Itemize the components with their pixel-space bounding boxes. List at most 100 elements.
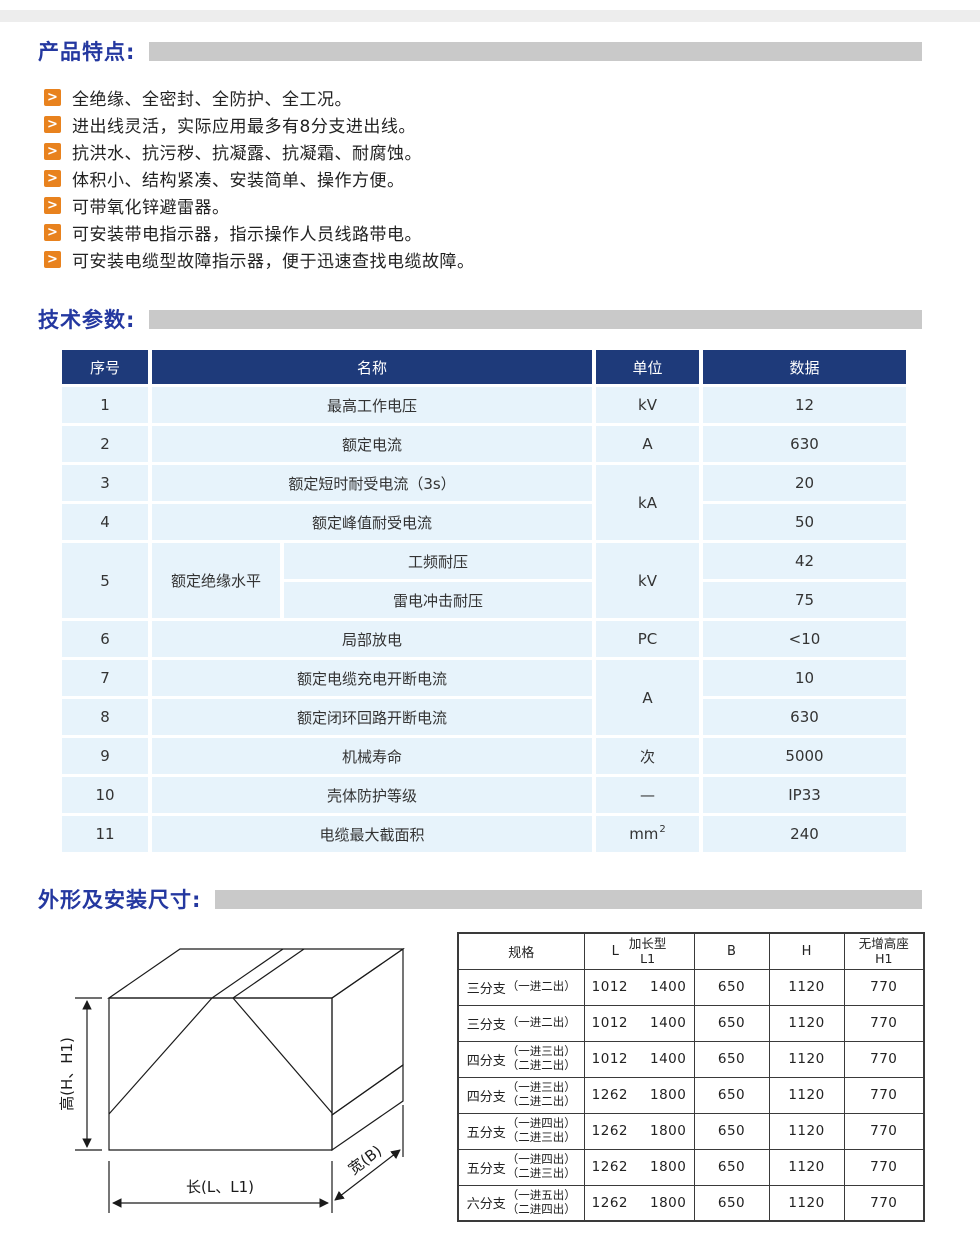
value-l1: 1400 (650, 1015, 687, 1031)
chevron-right-icon: > (44, 197, 61, 214)
value-h: 1120 (768, 1184, 845, 1222)
cell-name: 机械寿命 (152, 738, 592, 774)
unit-base: mm (629, 825, 659, 843)
dimension-diagram: 高(H、H1) 长(L、L1) 宽(B) (55, 933, 455, 1253)
col-header-b: B (693, 932, 770, 970)
top-stripe-line (211, 948, 284, 999)
feature-text: 抗洪水、抗污秽、抗凝露、抗凝霜、耐腐蚀。 (72, 144, 422, 164)
table-row: 六分支 （一进五出） （二进四出） 1262 1800 650 1120 770 (457, 1184, 925, 1222)
cell-no-merged: 5 (62, 543, 148, 618)
value-h1: 770 (843, 1148, 925, 1186)
list-item: > 体积小、结构紧凑、安装简单、操作方便。 (44, 165, 475, 192)
cell-name: 额定闭环回路开断电流 (152, 699, 592, 735)
cell-value: 50 (703, 504, 906, 540)
list-item: > 全绝缘、全密封、全防护、全工况。 (44, 84, 475, 111)
value-h1: 770 (843, 1040, 925, 1078)
spec-paren2: （二进三出） (506, 1130, 576, 1144)
value-b: 650 (693, 968, 770, 1006)
chevron-right-icon: > (44, 143, 61, 160)
feature-text: 可安装带电指示器，指示操作人员线路带电。 (72, 225, 422, 245)
feature-text: 进出线灵活，实际应用最多有8分支进出线。 (72, 117, 416, 137)
cell-no: 1 (62, 387, 148, 423)
value-h: 1120 (768, 968, 845, 1006)
tech-parameters-table: 序号 名称 单位 数据 1 最高工作电压 kV 12 2 额定电流 A 630 … (62, 350, 906, 852)
spec-name: 三分支 (466, 981, 506, 997)
spec-name: 六分支 (466, 1197, 506, 1213)
cell-name: 额定短时耐受电流（3s） (152, 465, 592, 501)
cell-value: <10 (703, 621, 906, 657)
col-header-h: H (768, 932, 845, 970)
col-header-value: 数据 (703, 350, 906, 384)
cell-unit: mm 2 (596, 816, 699, 852)
col-header-unit: 单位 (596, 350, 699, 384)
cell-unit: A (596, 426, 699, 462)
table-row: 三分支 （一进二出） 1012 1400 650 1120 770 (457, 968, 925, 1006)
feature-text: 可安装电缆型故障指示器，便于迅速查找电缆故障。 (72, 252, 475, 272)
value-l: 1262 (591, 1087, 628, 1103)
length-dimension-label: 长(L、L1) (186, 1178, 254, 1196)
spec-paren2: （二进二出） (506, 1094, 576, 1108)
cell-value: 42 (703, 543, 906, 579)
value-h: 1120 (768, 1040, 845, 1078)
value-b: 650 (693, 1040, 770, 1078)
value-l: 1262 (591, 1194, 628, 1211)
cell-no: 6 (62, 621, 148, 657)
spec-paren2: （二进三出） (506, 1166, 576, 1180)
value-h: 1120 (768, 1004, 845, 1042)
value-l: 1262 (591, 1159, 628, 1175)
section-bar (215, 889, 922, 909)
spec-name: 四分支 (466, 1053, 506, 1069)
chevron-right-icon: > (44, 224, 61, 241)
spec-paren1: （一进二出） (506, 979, 576, 994)
cell-name: 最高工作电压 (152, 387, 592, 423)
height-dimension-label: 高(H、H1) (58, 1037, 76, 1111)
col-header-spec: 规格 (457, 932, 585, 970)
cell-unit: PC (596, 621, 699, 657)
spec-paren1: （一进三出） (506, 1044, 576, 1059)
spec-name: 五分支 (466, 1125, 506, 1141)
cell-unit-merged: kA (596, 465, 699, 540)
spec-paren2: （二进四出） (506, 1201, 576, 1216)
table-row: 五分支 （一进四出） （二进三出） 1262 1800 650 1120 770 (457, 1148, 925, 1186)
box-top-face (107, 948, 405, 999)
section-bar (149, 41, 922, 61)
col-header-name: 名称 (152, 350, 592, 384)
spec-paren1: （一进三出） (506, 1080, 576, 1095)
cell-no: 9 (62, 738, 148, 774)
spec-name: 三分支 (466, 1017, 506, 1033)
col-header-no: 序号 (62, 350, 148, 384)
cell-no: 11 (62, 816, 148, 852)
value-l: 1012 (591, 1015, 628, 1031)
value-h1: 770 (843, 1076, 925, 1114)
value-h1: 770 (843, 968, 925, 1006)
cell-value: 630 (703, 426, 906, 462)
list-item: > 抗洪水、抗污秽、抗凝露、抗凝霜、耐腐蚀。 (44, 138, 475, 165)
cell-value: 630 (703, 699, 906, 735)
cell-subname: 工频耐压 (284, 543, 592, 579)
spec-name: 五分支 (466, 1161, 506, 1177)
spec-paren1: （一进二出） (506, 1015, 576, 1030)
chevron-right-icon: > (44, 251, 61, 268)
section-bar (149, 309, 922, 329)
section-title-dimensions: 外形及安装尺寸: (38, 888, 202, 912)
table-row: 五分支 （一进四出） （二进三出） 1262 1800 650 1120 770 (457, 1112, 925, 1150)
cell-name: 额定峰值耐受电流 (152, 504, 592, 540)
feature-text: 体积小、结构紧凑、安装简单、操作方便。 (72, 171, 405, 191)
spec-name: 四分支 (466, 1089, 506, 1105)
value-b: 650 (693, 1076, 770, 1114)
section-header-features: 产品特点: (38, 36, 922, 66)
cell-no: 4 (62, 504, 148, 540)
cell-subname: 雷电冲击耐压 (284, 582, 592, 618)
cell-name: 壳体防护等级 (152, 777, 592, 813)
value-l1: 1800 (650, 1123, 687, 1139)
front-fold-line (108, 997, 213, 1115)
spec-paren1: （一进四出） (506, 1116, 576, 1131)
value-l1: 1800 (650, 1194, 687, 1211)
list-item: > 可安装带电指示器，指示操作人员线路带电。 (44, 219, 475, 246)
top-divider-strip (0, 10, 980, 22)
value-h1: 770 (843, 1184, 925, 1222)
cell-no: 2 (62, 426, 148, 462)
value-b: 650 (693, 1112, 770, 1150)
spec-paren1: （一进四出） (506, 1152, 576, 1167)
